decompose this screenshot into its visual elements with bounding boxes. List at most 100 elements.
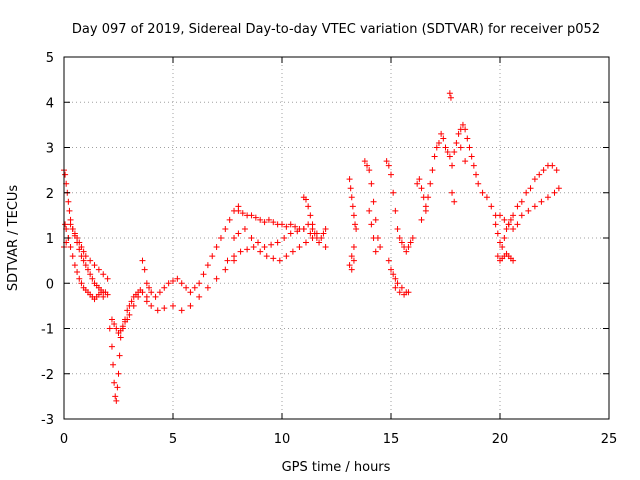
- y-tick-label: 0: [46, 277, 54, 292]
- data-point: [110, 361, 117, 368]
- data-point: [494, 230, 501, 237]
- data-point: [270, 255, 277, 262]
- data-point: [187, 289, 194, 296]
- data-point: [257, 216, 264, 223]
- data-point: [309, 221, 316, 228]
- data-point: [309, 235, 316, 241]
- data-point: [396, 289, 403, 296]
- data-point: [263, 253, 270, 260]
- data-point: [409, 235, 416, 241]
- data-point: [231, 253, 238, 260]
- data-point: [523, 189, 530, 196]
- data-point: [170, 302, 176, 309]
- data-point: [76, 275, 83, 282]
- data-point: [71, 230, 78, 237]
- data-point: [416, 176, 423, 183]
- data-point: [143, 298, 150, 305]
- data-point: [248, 235, 255, 241]
- data-point: [407, 239, 414, 246]
- data-point: [84, 266, 91, 273]
- data-point: [204, 284, 211, 291]
- data-point: [531, 176, 538, 183]
- data-point: [470, 162, 477, 169]
- data-point: [281, 235, 288, 241]
- data-point: [87, 257, 94, 264]
- data-point: [261, 244, 268, 251]
- data-point: [346, 176, 353, 183]
- data-point: [119, 323, 126, 330]
- data-point: [459, 121, 466, 128]
- data-point: [390, 189, 397, 196]
- data-point: [451, 198, 458, 205]
- data-point: [501, 235, 508, 241]
- data-point: [124, 307, 131, 314]
- data-point: [468, 153, 475, 160]
- data-point: [497, 239, 503, 246]
- data-point: [377, 244, 384, 251]
- data-point: [82, 253, 89, 260]
- data-point: [438, 130, 445, 137]
- data-point: [429, 167, 436, 174]
- data-point: [385, 257, 392, 264]
- y-tick-label: 2: [46, 187, 54, 202]
- data-point: [366, 207, 373, 214]
- data-point: [302, 196, 309, 203]
- x-tick-label: 10: [274, 432, 291, 447]
- data-point: [475, 180, 482, 187]
- data-point: [398, 284, 405, 291]
- data-point: [200, 271, 207, 278]
- data-point: [353, 225, 360, 232]
- data-point: [226, 216, 233, 223]
- data-point: [350, 244, 357, 251]
- data-point: [540, 167, 547, 174]
- data-point: [549, 162, 556, 169]
- data-point: [191, 284, 198, 291]
- data-point: [170, 277, 176, 284]
- data-point: [95, 266, 102, 273]
- data-point: [544, 194, 551, 201]
- data-point: [178, 307, 185, 314]
- data-point: [431, 153, 438, 160]
- data-point: [507, 216, 514, 223]
- axis-ticks: [63, 56, 610, 420]
- data-point: [91, 262, 98, 269]
- data-point: [433, 144, 440, 151]
- data-point: [235, 207, 242, 214]
- y-tick-label: 3: [46, 142, 54, 157]
- data-point: [78, 244, 85, 251]
- data-point: [394, 280, 401, 287]
- data-point: [139, 289, 146, 296]
- y-tick-labels: -3 -2 -1 0 1 2 3 4 5: [41, 51, 54, 428]
- data-point: [141, 266, 148, 273]
- data-point: [283, 223, 290, 230]
- data-point: [350, 257, 357, 264]
- data-point: [553, 167, 560, 174]
- data-point: [62, 171, 69, 178]
- data-point: [204, 262, 211, 269]
- data-point: [65, 198, 72, 205]
- data-point: [89, 275, 96, 282]
- data-point: [279, 221, 285, 228]
- data-point: [71, 262, 78, 269]
- y-tick-label: 5: [46, 51, 54, 66]
- data-point: [418, 216, 425, 223]
- data-point: [270, 219, 277, 226]
- data-point: [347, 185, 354, 192]
- data-point: [494, 253, 501, 260]
- data-point: [124, 316, 131, 323]
- data-point: [294, 228, 301, 235]
- data-point: [370, 198, 377, 205]
- data-point: [87, 271, 94, 278]
- data-point: [69, 225, 76, 232]
- data-point: [444, 149, 451, 156]
- data-point: [501, 216, 508, 223]
- data-point: [462, 126, 469, 133]
- data-point: [492, 221, 499, 228]
- data-point: [368, 221, 375, 228]
- data-point: [348, 194, 355, 201]
- data-point: [453, 139, 460, 146]
- data-point: [178, 280, 185, 287]
- data-point: [98, 289, 105, 296]
- data-point: [231, 235, 238, 241]
- data-point: [510, 225, 517, 232]
